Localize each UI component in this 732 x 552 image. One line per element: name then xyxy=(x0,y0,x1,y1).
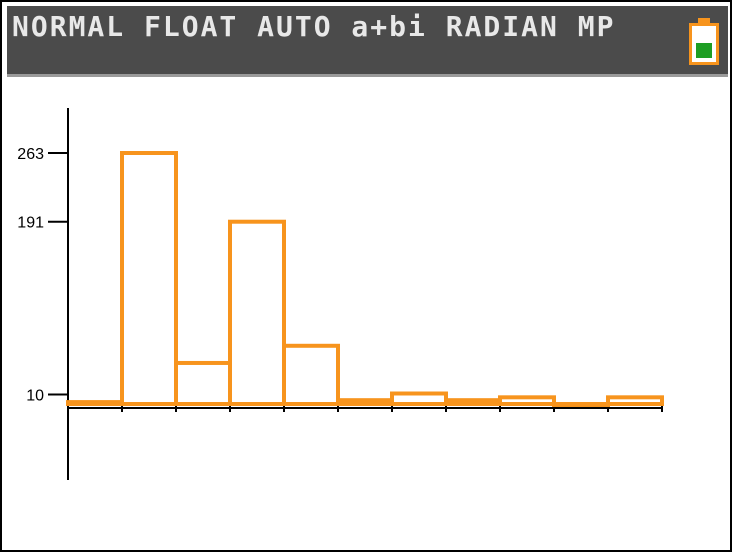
battery-icon xyxy=(689,18,719,65)
histogram-bar xyxy=(606,395,664,407)
histogram-bar xyxy=(228,219,286,406)
status-bar: NORMAL FLOAT AUTO a+bi RADIAN MP xyxy=(7,6,728,77)
y-tick-label: 191 xyxy=(17,215,44,232)
mode-status-text: NORMAL FLOAT AUTO a+bi RADIAN MP xyxy=(12,10,616,43)
histogram-bar xyxy=(444,398,502,406)
histogram-bar xyxy=(66,400,124,406)
histogram-bar xyxy=(174,360,232,406)
histogram-bar xyxy=(336,398,394,406)
histogram-bar xyxy=(498,395,556,407)
histogram-bar xyxy=(120,151,178,406)
y-tick-label: 10 xyxy=(26,387,44,404)
histogram-bar xyxy=(390,391,448,406)
y-tick-label: 263 xyxy=(17,146,44,163)
histogram-bar xyxy=(282,343,340,406)
histogram-bar xyxy=(552,402,610,407)
